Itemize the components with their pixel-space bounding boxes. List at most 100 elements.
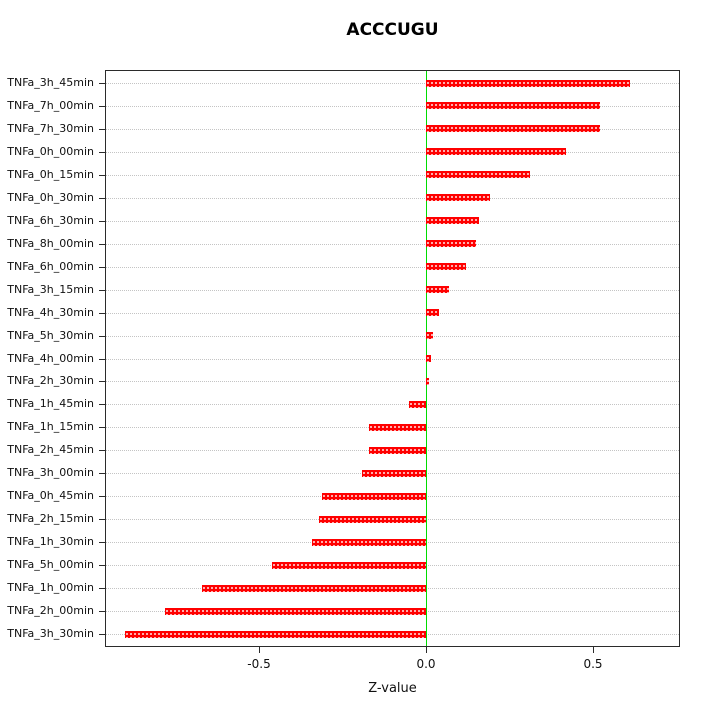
y-axis-tick xyxy=(99,313,105,314)
y-axis-tick xyxy=(99,542,105,543)
bar xyxy=(426,378,429,385)
bar xyxy=(426,286,449,293)
bar xyxy=(409,401,426,408)
y-axis-tick xyxy=(99,83,105,84)
y-axis-label: TNFa_7h_00min xyxy=(7,99,94,112)
row-gridline xyxy=(106,152,679,153)
y-axis-label: TNFa_2h_30min xyxy=(7,374,94,387)
row-gridline xyxy=(106,381,679,382)
y-axis-tick xyxy=(99,634,105,635)
y-axis-tick xyxy=(99,106,105,107)
row-gridline xyxy=(106,290,679,291)
x-axis-tick xyxy=(426,647,427,653)
y-axis-tick xyxy=(99,611,105,612)
row-gridline xyxy=(106,175,679,176)
y-axis-label: TNFa_0h_45min xyxy=(7,489,94,502)
x-axis-tick-label: -0.5 xyxy=(247,657,271,671)
y-axis-label: TNFa_4h_00min xyxy=(7,352,94,365)
y-axis-label: TNFa_2h_15min xyxy=(7,512,94,525)
bar xyxy=(426,171,530,178)
y-axis-tick xyxy=(99,267,105,268)
row-gridline xyxy=(106,106,679,107)
bar xyxy=(202,585,426,592)
row-gridline xyxy=(106,221,679,222)
bar xyxy=(125,631,426,638)
bar xyxy=(362,470,426,477)
y-axis-label: TNFa_3h_15min xyxy=(7,283,94,296)
y-axis-label: TNFa_0h_00min xyxy=(7,145,94,158)
bar xyxy=(319,516,426,523)
bar xyxy=(426,217,479,224)
y-axis-tick xyxy=(99,221,105,222)
y-axis-tick xyxy=(99,473,105,474)
y-axis-label: TNFa_2h_45min xyxy=(7,443,94,456)
y-axis-label: TNFa_7h_30min xyxy=(7,122,94,135)
plot-area xyxy=(105,70,680,647)
row-gridline xyxy=(106,83,679,84)
y-axis-label: TNFa_5h_30min xyxy=(7,329,94,342)
row-gridline xyxy=(106,404,679,405)
y-axis-label: TNFa_3h_00min xyxy=(7,466,94,479)
bar xyxy=(426,80,630,87)
y-axis-tick xyxy=(99,519,105,520)
bar xyxy=(426,102,600,109)
x-axis-tick xyxy=(259,647,260,653)
chart-title: ACCCUGU xyxy=(346,20,439,40)
row-gridline xyxy=(106,313,679,314)
y-axis-label: TNFa_3h_30min xyxy=(7,627,94,640)
bar xyxy=(426,148,566,155)
y-axis-tick xyxy=(99,496,105,497)
y-axis-tick xyxy=(99,175,105,176)
bar xyxy=(426,125,600,132)
x-axis-tick xyxy=(593,647,594,653)
y-axis-tick xyxy=(99,152,105,153)
y-axis-tick xyxy=(99,336,105,337)
y-axis-label: TNFa_3h_45min xyxy=(7,76,94,89)
row-gridline xyxy=(106,359,679,360)
bar xyxy=(426,309,439,316)
y-axis-label: TNFa_1h_15min xyxy=(7,420,94,433)
y-axis-label: TNFa_1h_30min xyxy=(7,535,94,548)
y-axis-label: TNFa_8h_00min xyxy=(7,237,94,250)
y-axis-tick xyxy=(99,404,105,405)
row-gridline xyxy=(106,129,679,130)
bar xyxy=(426,240,476,247)
y-axis-tick xyxy=(99,129,105,130)
row-gridline xyxy=(106,244,679,245)
y-axis-tick xyxy=(99,588,105,589)
y-axis-tick xyxy=(99,381,105,382)
y-axis-tick xyxy=(99,565,105,566)
bar xyxy=(426,355,431,362)
y-axis-label: TNFa_5h_00min xyxy=(7,558,94,571)
y-axis-label: TNFa_2h_00min xyxy=(7,604,94,617)
bar xyxy=(369,447,426,454)
row-gridline xyxy=(106,267,679,268)
y-axis-tick xyxy=(99,450,105,451)
bar xyxy=(426,263,466,270)
bar xyxy=(272,562,426,569)
bar xyxy=(426,332,433,339)
y-axis-label: TNFa_1h_45min xyxy=(7,397,94,410)
bar xyxy=(426,194,490,201)
y-axis-tick xyxy=(99,244,105,245)
bar xyxy=(165,608,426,615)
y-axis-label: TNFa_4h_30min xyxy=(7,306,94,319)
y-axis-label: TNFa_0h_15min xyxy=(7,168,94,181)
x-axis-title: Z-value xyxy=(368,681,417,696)
y-axis-tick xyxy=(99,427,105,428)
y-axis-label: TNFa_0h_30min xyxy=(7,191,94,204)
y-axis-tick xyxy=(99,290,105,291)
bar xyxy=(312,539,426,546)
y-axis-tick xyxy=(99,198,105,199)
bar xyxy=(369,424,426,431)
y-axis-tick xyxy=(99,359,105,360)
y-axis-label: TNFa_6h_00min xyxy=(7,260,94,273)
y-axis-label: TNFa_1h_00min xyxy=(7,581,94,594)
y-axis-label: TNFa_6h_30min xyxy=(7,214,94,227)
row-gridline xyxy=(106,198,679,199)
x-axis-tick-label: 0.0 xyxy=(416,657,436,671)
row-gridline xyxy=(106,336,679,337)
x-axis-tick-label: 0.5 xyxy=(583,657,603,671)
bar xyxy=(322,493,426,500)
